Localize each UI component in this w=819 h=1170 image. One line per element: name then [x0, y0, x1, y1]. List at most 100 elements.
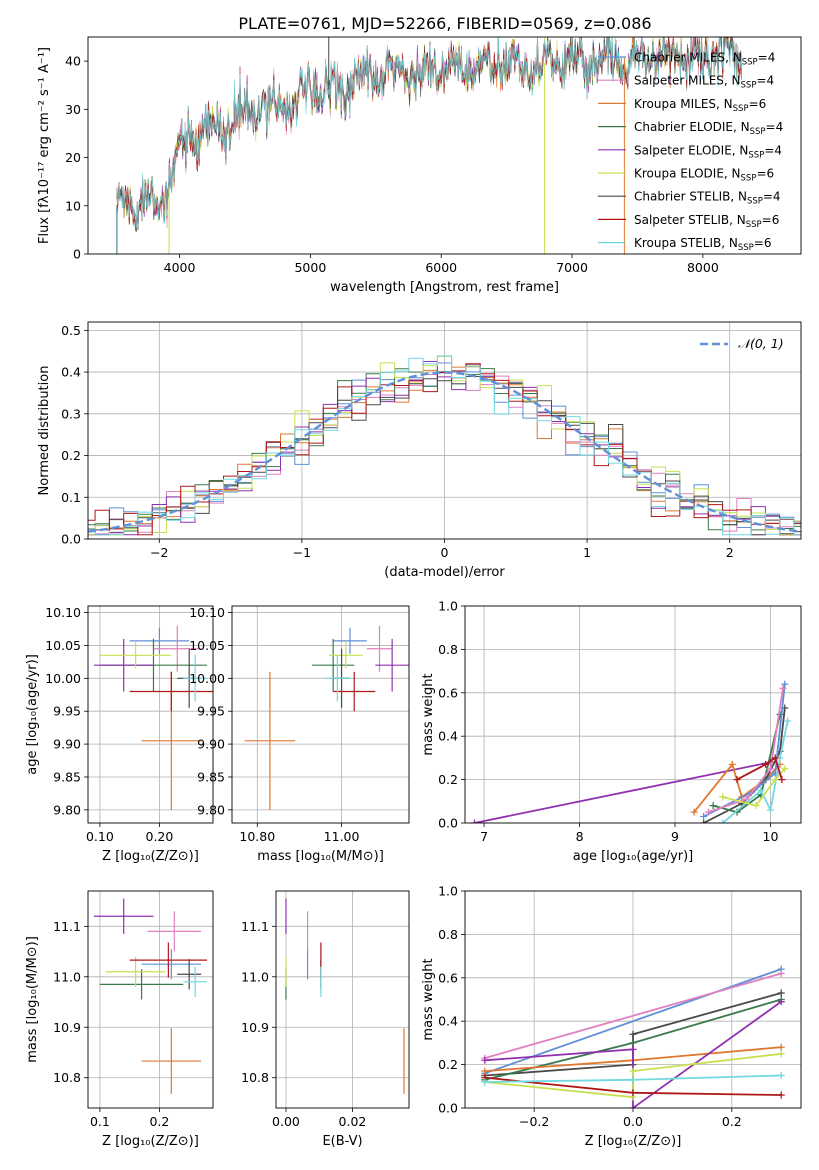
legend-label-ss: Salpeter STELIB, NSSP=6	[634, 213, 779, 230]
weight-marker-ss	[629, 1089, 637, 1097]
x-axis-label: Z [log₁₀(Z/Z⊙)]	[585, 1134, 682, 1149]
weight-line-ss	[736, 756, 783, 781]
errorbar-ks	[183, 655, 208, 702]
y-tick-label: 0	[73, 247, 81, 262]
weight-marker-sm	[743, 795, 751, 803]
y-tick-label: 9.85	[53, 769, 81, 784]
y-tick-label: 9.95	[197, 704, 225, 719]
errorbar-sm	[366, 625, 393, 672]
y-axis-label: mass [log₁₀(M/M⊙)]	[25, 936, 40, 1063]
y-tick-label: 0.8	[438, 927, 458, 942]
weight-marker-ss	[778, 776, 786, 784]
y-tick-label: 0.0	[61, 532, 81, 547]
y-tick-label: 10.8	[53, 1070, 81, 1085]
y-tick-label: 10.00	[189, 671, 225, 686]
weight-marker-km	[777, 1043, 785, 1051]
y-tick-label: 20	[65, 150, 81, 165]
y-tick-label: 9.95	[53, 704, 81, 719]
axes-frame	[275, 890, 410, 1109]
weight-marker-cm	[700, 812, 708, 820]
axes-frame	[87, 890, 214, 1109]
x-axis-label: wavelength [Angstrom, rest frame]	[330, 280, 559, 295]
y-tick-label: 0.4	[438, 1014, 458, 1029]
spectrum-line-ks	[116, 37, 742, 228]
y-tick-label: 10.10	[189, 605, 225, 620]
x-tick-label: 0.2	[722, 1114, 742, 1129]
x-axis-label: mass [log₁₀(M/M⊙)]	[257, 849, 384, 864]
y-tick-label: 10.8	[241, 1070, 269, 1085]
plot-area	[465, 606, 801, 823]
x-tick-label: −1	[293, 545, 311, 560]
weight-marker-km	[728, 760, 736, 768]
errorbar-ss	[129, 942, 208, 978]
x-tick-label: 1	[583, 545, 591, 560]
y-tick-label: 9.90	[53, 737, 81, 752]
plot-area	[276, 891, 409, 1108]
y-tick-label: 0.2	[438, 772, 458, 787]
plot-area	[88, 322, 801, 539]
plot-area	[232, 606, 409, 823]
plot-area	[116, 37, 742, 254]
legend-label-sm: Salpeter MILES, NSSP=4	[634, 74, 774, 91]
errorbar-ce	[312, 638, 355, 692]
x-axis-label: E(B-V)	[322, 1134, 362, 1149]
errorbar-se	[93, 638, 154, 692]
errorbar-ke	[99, 642, 172, 669]
weight-marker-se	[481, 1056, 489, 1064]
weight-marker-ks	[629, 1076, 637, 1084]
y-axis-label: Flux [fλ10⁻¹⁷ erg cm⁻² s⁻¹ A⁻¹]	[37, 47, 52, 244]
weight-line-cm	[703, 684, 786, 818]
x-tick-label: 0.10	[86, 829, 114, 844]
errorbar-se	[93, 898, 154, 934]
y-tick-label: 9.80	[53, 802, 81, 817]
y-tick-label: 10.9	[53, 1020, 81, 1035]
legend-label-cs: Chabrier STELIB, NSSP=4	[634, 190, 781, 207]
x-tick-label: 0.1	[90, 1114, 110, 1129]
legend-label-ce: Chabrier ELODIE, NSSP=4	[634, 120, 783, 137]
weight-marker-km	[481, 1067, 489, 1075]
weight-marker-se	[629, 1104, 637, 1108]
weight-marker-km	[690, 808, 698, 816]
x-tick-label: 7	[480, 829, 488, 844]
weight-marker-ss	[777, 1091, 785, 1099]
errorbar-cm	[141, 949, 202, 980]
axes-age_vs_Z: 0.10 0.20 9.80 9.85 9.90 9.95 10.00 10.05 10.10 Z…	[25, 605, 214, 864]
weight-marker-ke	[752, 802, 760, 810]
weight-marker-ke	[777, 1050, 785, 1058]
figure-title: PLATE=0761, MJD=52266, FIBERID=0569, z=0…	[238, 14, 651, 33]
plot-area	[465, 891, 801, 1108]
plot-area	[88, 891, 213, 1108]
weight-marker-ke	[781, 765, 789, 773]
x-tick-label: −0.2	[519, 1114, 549, 1129]
weight-line-se	[474, 761, 771, 823]
legend-label-ke: Kroupa ELODIE, NSSP=6	[634, 167, 774, 184]
errorbar-cm	[129, 627, 190, 655]
y-tick-label: 0.6	[438, 685, 458, 700]
axes-weight_vs_Z: −0.2 0.0 0.2 0.0 0.2 0.4 0.6 0.8 1.0 Z [log₁₀(Z/Z…	[421, 884, 802, 1149]
weight-marker-cm	[781, 680, 789, 688]
axes-residuals: −2 −1 0 1 2 0.0 0.1 0.2 0.3 0.4 0.5 (data-model)/er…	[37, 321, 802, 580]
axes-frame	[87, 36, 802, 255]
x-axis-label: Z [log₁₀(Z/Z⊙)]	[102, 1134, 199, 1149]
legend-label-km: Kroupa MILES, NSSP=6	[634, 97, 766, 114]
axes-weight_vs_age: 7 8 9 10 0.0 0.2 0.4 0.6 0.8 1.0 age [log₁₀(age/yr…	[421, 599, 802, 864]
weight-marker-cs	[777, 989, 785, 997]
weight-marker-sm	[779, 684, 787, 692]
errorbar-km	[244, 671, 296, 810]
axes-mass_vs_Z: 0.1 0.2 10.8 10.9 11.0 11.1 Z [log₁₀(Z/Z⊙)] mas…	[25, 890, 214, 1149]
weight-line-sm	[484, 972, 782, 1059]
x-tick-label: 11.00	[324, 829, 360, 844]
x-tick-label: 9	[671, 829, 679, 844]
weight-marker-sm	[704, 808, 712, 816]
x-tick-label: 5000	[294, 260, 326, 275]
weight-marker-ks	[777, 1071, 785, 1079]
y-tick-label: 40	[65, 54, 81, 69]
y-tick-label: 11.0	[241, 969, 269, 984]
legend-label-cm: Chabrier MILES, NSSP=4	[634, 51, 775, 68]
histogram-cs	[88, 376, 801, 536]
y-tick-label: 0.3	[61, 406, 81, 421]
errorbar-km	[141, 1028, 202, 1094]
weight-marker-ks	[766, 806, 774, 814]
y-axis-label: mass weight	[421, 673, 436, 755]
x-tick-label: 2	[726, 545, 734, 560]
